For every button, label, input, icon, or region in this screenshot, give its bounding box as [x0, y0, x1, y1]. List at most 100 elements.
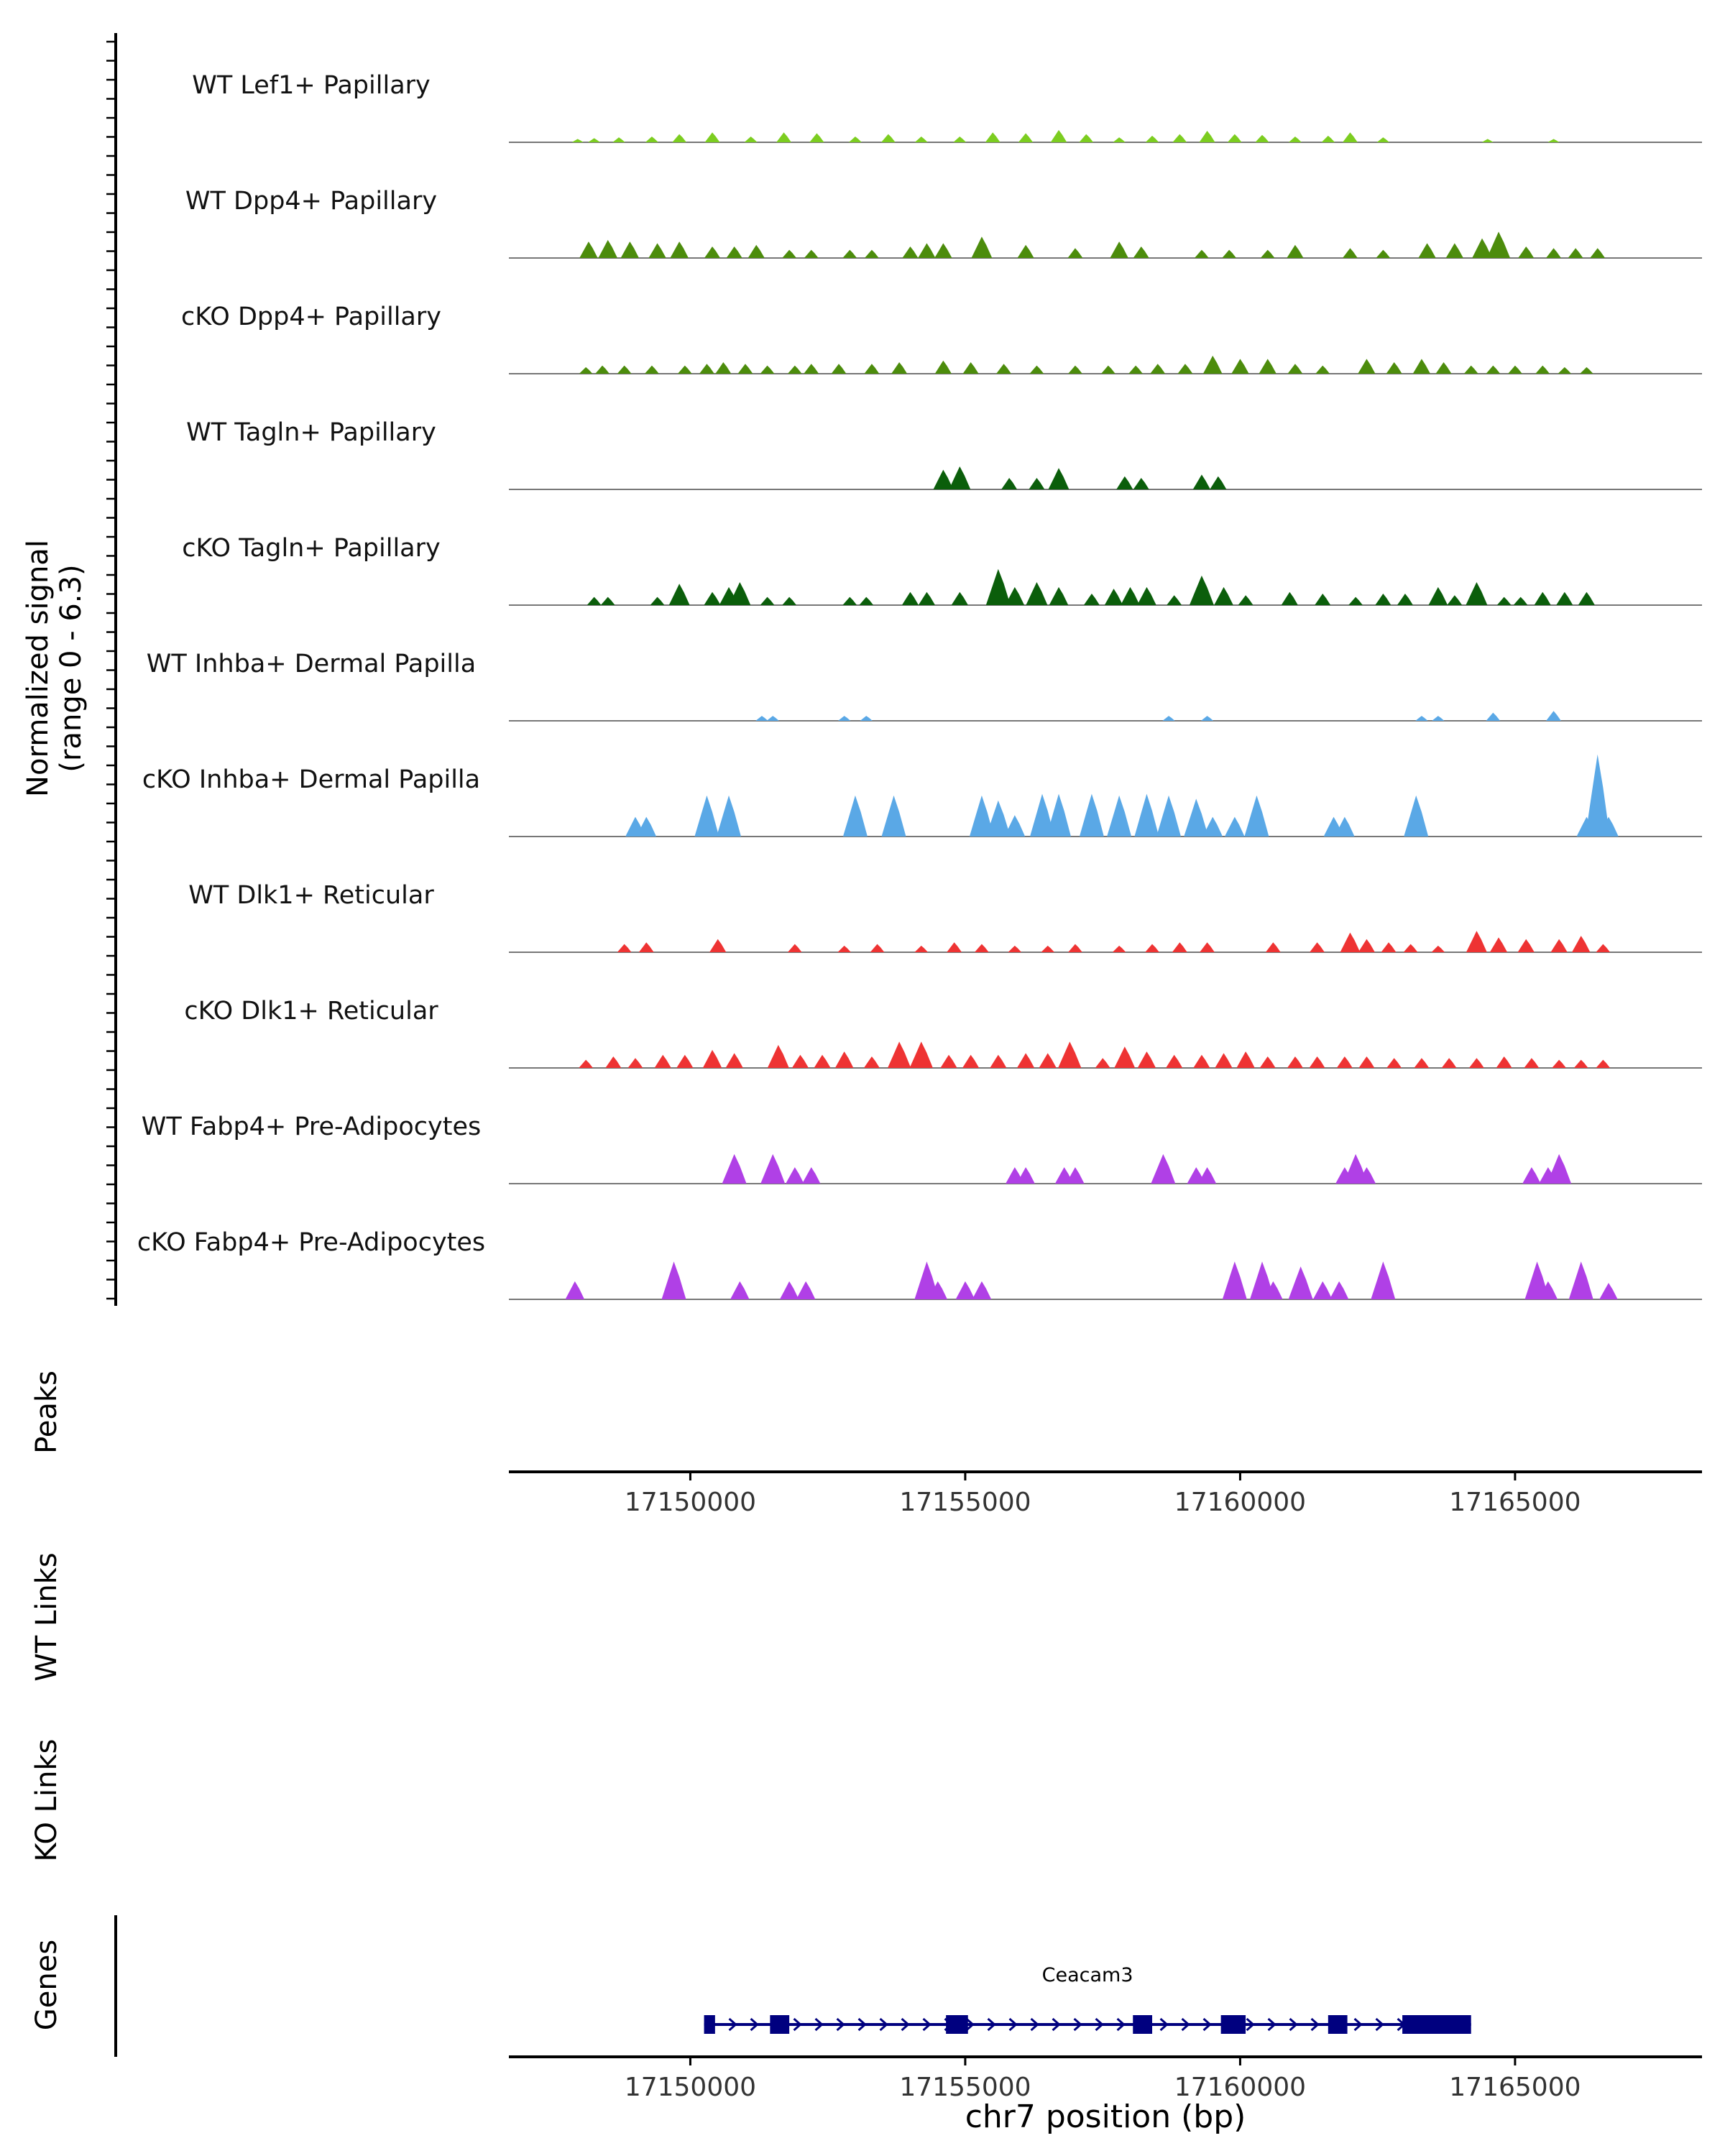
track-6: cKO Inhba+ Dermal Papilla — [142, 754, 1702, 837]
strand-arrow — [1310, 2017, 1320, 2032]
gene-exon — [1133, 2015, 1153, 2034]
track-4: cKO Tagln+ Papillary — [182, 534, 1702, 606]
signal-peak — [605, 1056, 622, 1068]
signal-peak — [702, 1049, 722, 1068]
y-axis-ticks — [106, 40, 116, 1300]
signal-peak — [1340, 932, 1361, 952]
signal-peak — [1041, 945, 1054, 952]
signal-peak — [1309, 1056, 1325, 1068]
signal-peak — [1068, 365, 1082, 374]
signal-peak — [949, 466, 971, 489]
signal-peak — [934, 243, 952, 258]
signal-peak — [1133, 247, 1149, 258]
signal-peak — [1315, 365, 1330, 374]
track-label: WT Dlk1+ Reticular — [188, 881, 434, 910]
signal-peak — [933, 469, 954, 489]
signal-peak — [1172, 134, 1187, 142]
signal-peak — [1250, 1261, 1274, 1299]
signal-peak — [1244, 795, 1269, 837]
track-label: cKO Inhba+ Dermal Papilla — [142, 765, 480, 794]
signal-peak — [571, 139, 584, 142]
signal-peak — [1596, 1059, 1611, 1068]
signal-peak — [1017, 244, 1034, 258]
signal-peak — [1376, 249, 1391, 258]
signal-peak — [1585, 754, 1610, 837]
signal-peak — [1177, 364, 1193, 374]
signal-peak — [1546, 248, 1561, 258]
strand-arrow — [1289, 2017, 1298, 2032]
x-tick-label: 17155000 — [899, 1488, 1031, 1517]
gene-model: Ceacam3 — [704, 1964, 1471, 2034]
x-axis-top: 17150000 17155000 17160000 17165000 — [625, 1472, 1581, 1517]
signal-peak — [704, 132, 720, 142]
signal-peak — [617, 944, 632, 952]
signal-peak — [627, 1058, 643, 1068]
signal-peak — [779, 1281, 799, 1299]
signal-peak — [804, 249, 819, 258]
signal-peak — [914, 945, 928, 952]
signal-peak — [748, 244, 765, 258]
signal-peak — [595, 365, 610, 374]
ko-links-track-label: KO Links — [30, 1739, 63, 1862]
signal-peak — [914, 137, 928, 142]
signal-peak — [842, 795, 868, 837]
track-label: cKO Dpp4+ Papillary — [181, 303, 441, 331]
signal-peak — [985, 132, 1000, 142]
signal-peak — [668, 584, 690, 605]
signal-peak — [1513, 596, 1528, 605]
signal-peak — [1026, 582, 1048, 605]
signal-peak — [1166, 1054, 1183, 1068]
signal-peak — [1599, 1283, 1618, 1299]
signal-peak — [1110, 241, 1128, 258]
signal-peak — [955, 1281, 975, 1299]
signal-peak — [760, 1153, 786, 1184]
signal-peak — [1259, 1056, 1276, 1068]
signal-peak — [1172, 942, 1187, 952]
signal-peak — [1472, 238, 1492, 258]
signal-peak — [1200, 716, 1214, 721]
signal-peak — [1486, 231, 1511, 258]
signal-peak — [1404, 795, 1429, 837]
signal-peak — [1552, 1059, 1566, 1068]
strand-arrow — [1008, 2017, 1018, 2032]
signal-peak — [565, 1281, 585, 1299]
signal-peak — [1079, 134, 1094, 142]
signal-peak — [1134, 793, 1159, 837]
signal-peak — [1192, 474, 1210, 489]
peaks-track-label: Peaks — [30, 1370, 63, 1454]
signal-peak — [588, 138, 600, 142]
signal-peak — [881, 795, 906, 837]
signal-peak — [1039, 1053, 1057, 1068]
signal-peak — [901, 591, 919, 605]
signal-peak — [947, 942, 962, 952]
signal-peak — [1441, 1058, 1457, 1068]
strand-arrow — [728, 2017, 737, 2032]
signal-peak — [902, 247, 919, 258]
signal-peak — [1265, 942, 1281, 952]
signal-peak — [891, 362, 908, 374]
signal-peak — [1596, 944, 1611, 952]
strand-arrow — [1052, 2017, 1061, 2032]
signal-peak — [648, 243, 666, 258]
signal-peak — [1418, 243, 1436, 258]
signal-peak — [1580, 367, 1593, 374]
strand-arrow — [857, 2017, 867, 2032]
signal-peak — [860, 716, 873, 721]
signal-peak — [996, 364, 1011, 374]
signal-peak — [1431, 945, 1445, 952]
signal-peak — [1150, 364, 1166, 374]
signal-peak — [796, 1281, 816, 1299]
signal-peak — [787, 944, 802, 952]
signal-peak — [1058, 1041, 1082, 1068]
signal-peak — [650, 596, 665, 605]
signal-peak — [1184, 798, 1209, 837]
signal-peak — [909, 1041, 933, 1068]
gene-exon — [1402, 2015, 1471, 2034]
signal-peak — [579, 367, 593, 374]
strand-arrow — [1267, 2017, 1276, 2032]
signal-peak — [704, 591, 721, 605]
signal-peak — [1466, 931, 1487, 952]
signal-peak — [1068, 944, 1082, 952]
signal-peak — [1315, 594, 1331, 605]
